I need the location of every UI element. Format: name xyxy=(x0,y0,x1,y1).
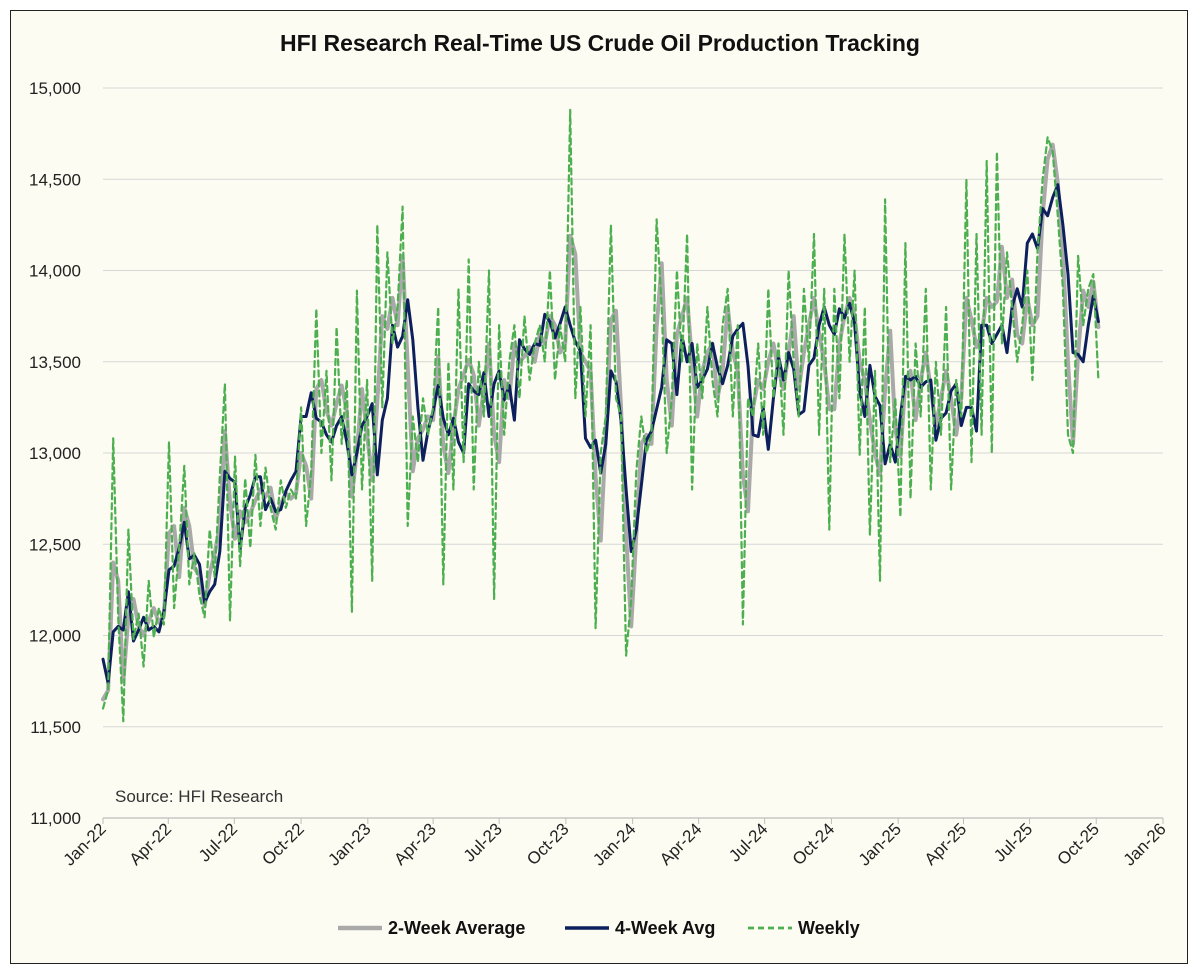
legend-label: 4-Week Avg xyxy=(615,918,715,938)
y-tick-label: 14,000 xyxy=(29,262,81,281)
x-tick-label: Oct-23 xyxy=(523,819,573,869)
y-tick-label: 14,500 xyxy=(29,170,81,189)
x-tick-label: Jan-23 xyxy=(324,819,374,869)
y-tick-label: 12,000 xyxy=(29,627,81,646)
y-tick-label: 12,500 xyxy=(29,535,81,554)
series-lines xyxy=(101,108,1101,723)
x-tick-label: Jan-24 xyxy=(589,819,639,869)
series-line-weekly xyxy=(101,108,1100,723)
y-tick-label: 13,500 xyxy=(29,353,81,372)
legend-label: 2-Week Average xyxy=(388,918,525,938)
x-tick-label: Jul-22 xyxy=(195,819,241,865)
series-line-2-week-average xyxy=(101,142,1101,702)
gridlines xyxy=(103,87,1163,819)
y-tick-label: 13,000 xyxy=(29,444,81,463)
x-tick-label: Oct-25 xyxy=(1054,819,1104,869)
x-tick-label: Apr-22 xyxy=(126,819,176,869)
x-tick-label: Jul-24 xyxy=(725,819,771,865)
x-tick-label: Oct-24 xyxy=(789,819,839,869)
legend-label: Weekly xyxy=(798,918,860,938)
x-tick-label: Apr-25 xyxy=(921,819,971,869)
legend: 2-Week Average 4-Week Avg Weekly xyxy=(338,918,860,938)
x-tick-label: Oct-22 xyxy=(258,819,308,869)
y-tick-label: 15,000 xyxy=(29,79,81,98)
y-tick-label: 11,500 xyxy=(30,718,81,737)
x-tick-label: Jul-25 xyxy=(990,819,1036,865)
y-tick-label: 11,000 xyxy=(30,809,81,828)
chart-title: HFI Research Real-Time US Crude Oil Prod… xyxy=(280,30,920,56)
x-tick-label: Apr-23 xyxy=(390,819,440,869)
x-tick-label: Apr-24 xyxy=(656,819,706,869)
x-tick-label: Jan-26 xyxy=(1120,819,1170,869)
source-annotation: Source: HFI Research xyxy=(115,787,283,806)
x-tick-label: Jul-23 xyxy=(460,819,506,865)
x-tick-label: Jan-25 xyxy=(855,819,905,869)
